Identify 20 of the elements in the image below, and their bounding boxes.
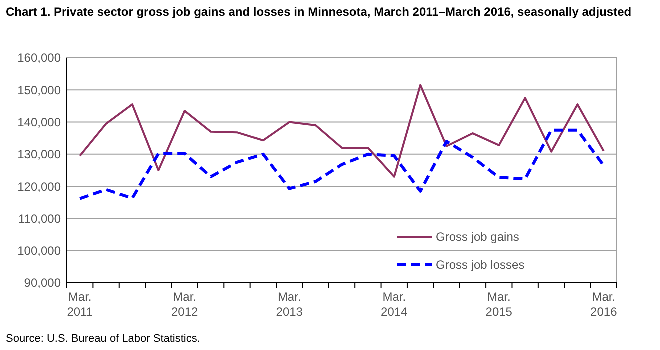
y-tick-label: 140,000 — [18, 115, 62, 130]
y-tick-label: 120,000 — [18, 180, 62, 194]
y-tick-label: 130,000 — [18, 148, 62, 162]
y-tick-label: 160,000 — [18, 51, 62, 66]
line-series — [78, 128, 606, 200]
x-tick-label: Mar. 2013 — [276, 290, 304, 319]
line-series — [79, 84, 605, 178]
y-tick-label: 90,000 — [24, 276, 62, 290]
chart-title: Chart 1. Private sector gross job gains and losses in Minnesota, March 2011–March 2016, seasonally adjusted — [6, 5, 632, 19]
x-tick-label: Mar. 2016 — [590, 290, 618, 319]
source-note: Source: U.S. Bureau of Labor Statistics. — [6, 333, 200, 345]
y-tick-label: 110,000 — [18, 212, 62, 226]
legend-label: Gross job gains — [436, 230, 520, 244]
x-tick-label: Mar. 2014 — [381, 290, 408, 319]
y-tick-label: 100,000 — [18, 244, 62, 258]
legend-label: Gross job losses — [436, 258, 525, 272]
x-tick-label: Mar. 2011 — [67, 290, 94, 319]
y-tick-label: 150,000 — [18, 83, 62, 98]
x-tick-label: Mar. 2012 — [172, 290, 199, 319]
x-tick-label: Mar. 2015 — [486, 290, 513, 319]
